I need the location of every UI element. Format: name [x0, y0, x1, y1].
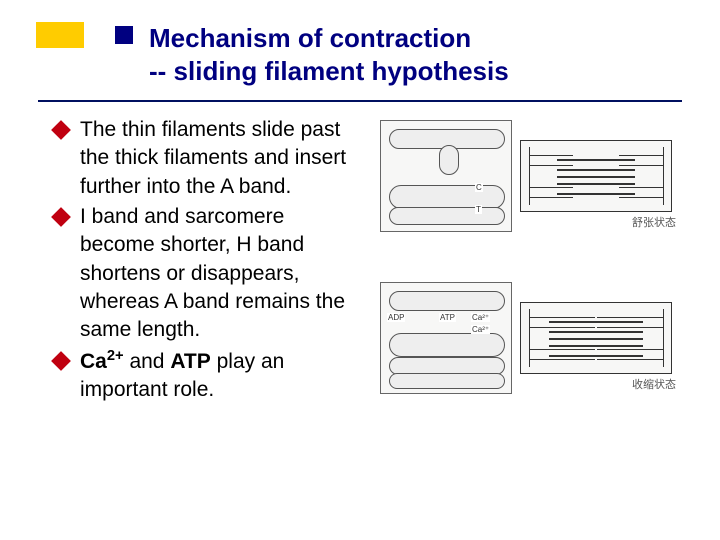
label-ca-1: Ca²⁺	[471, 313, 490, 322]
caption-relaxed: 舒张状态	[632, 214, 676, 230]
bullet-list: The thin filaments slide past the thick …	[50, 116, 360, 406]
sarcomere-diagram-contracted: 收缩状态	[520, 302, 672, 374]
label-adp: ADP	[387, 313, 405, 322]
label-ca-2: Ca²⁺	[471, 325, 490, 334]
title-line-2: -- sliding filament hypothesis	[115, 55, 690, 88]
slide-title: Mechanism of contraction -- sliding fila…	[115, 22, 690, 87]
label-c: C	[475, 183, 483, 192]
accent-bar	[36, 22, 84, 48]
title-bullet-icon	[115, 26, 133, 44]
sarcomere-diagram-relaxed: 舒张状态	[520, 140, 672, 212]
diamond-icon	[51, 351, 71, 371]
caption-contracted: 收缩状态	[632, 376, 676, 392]
list-item: The thin filaments slide past the thick …	[50, 116, 360, 201]
list-item: Ca2+ and ATP play an important role.	[50, 347, 360, 405]
bullet-text-1: The thin filaments slide past the thick …	[80, 116, 360, 201]
bullet-text-2: I band and sarcomere become shorter, H b…	[80, 203, 360, 345]
label-atp: ATP	[439, 313, 456, 322]
horizontal-rule	[38, 100, 682, 102]
figure-row-contracted: ADP ATP Ca²⁺ Ca²⁺ 收缩状态	[380, 282, 700, 394]
molecular-diagram-relaxed: C T	[380, 120, 512, 232]
diamond-icon	[51, 207, 71, 227]
label-t: T	[475, 205, 482, 214]
bullet-text-3: Ca2+ and ATP play an important role.	[80, 347, 360, 405]
diamond-icon	[51, 120, 71, 140]
figure-row-relaxed: C T 舒张状态	[380, 120, 700, 232]
list-item: I band and sarcomere become shorter, H b…	[50, 203, 360, 345]
molecular-diagram-contracted: ADP ATP Ca²⁺ Ca²⁺	[380, 282, 512, 394]
title-line-1: Mechanism of contraction	[115, 22, 690, 55]
figures-panel: C T 舒张状态 ADP ATP Ca²⁺ Ca²⁺ 收缩状态	[380, 120, 700, 444]
